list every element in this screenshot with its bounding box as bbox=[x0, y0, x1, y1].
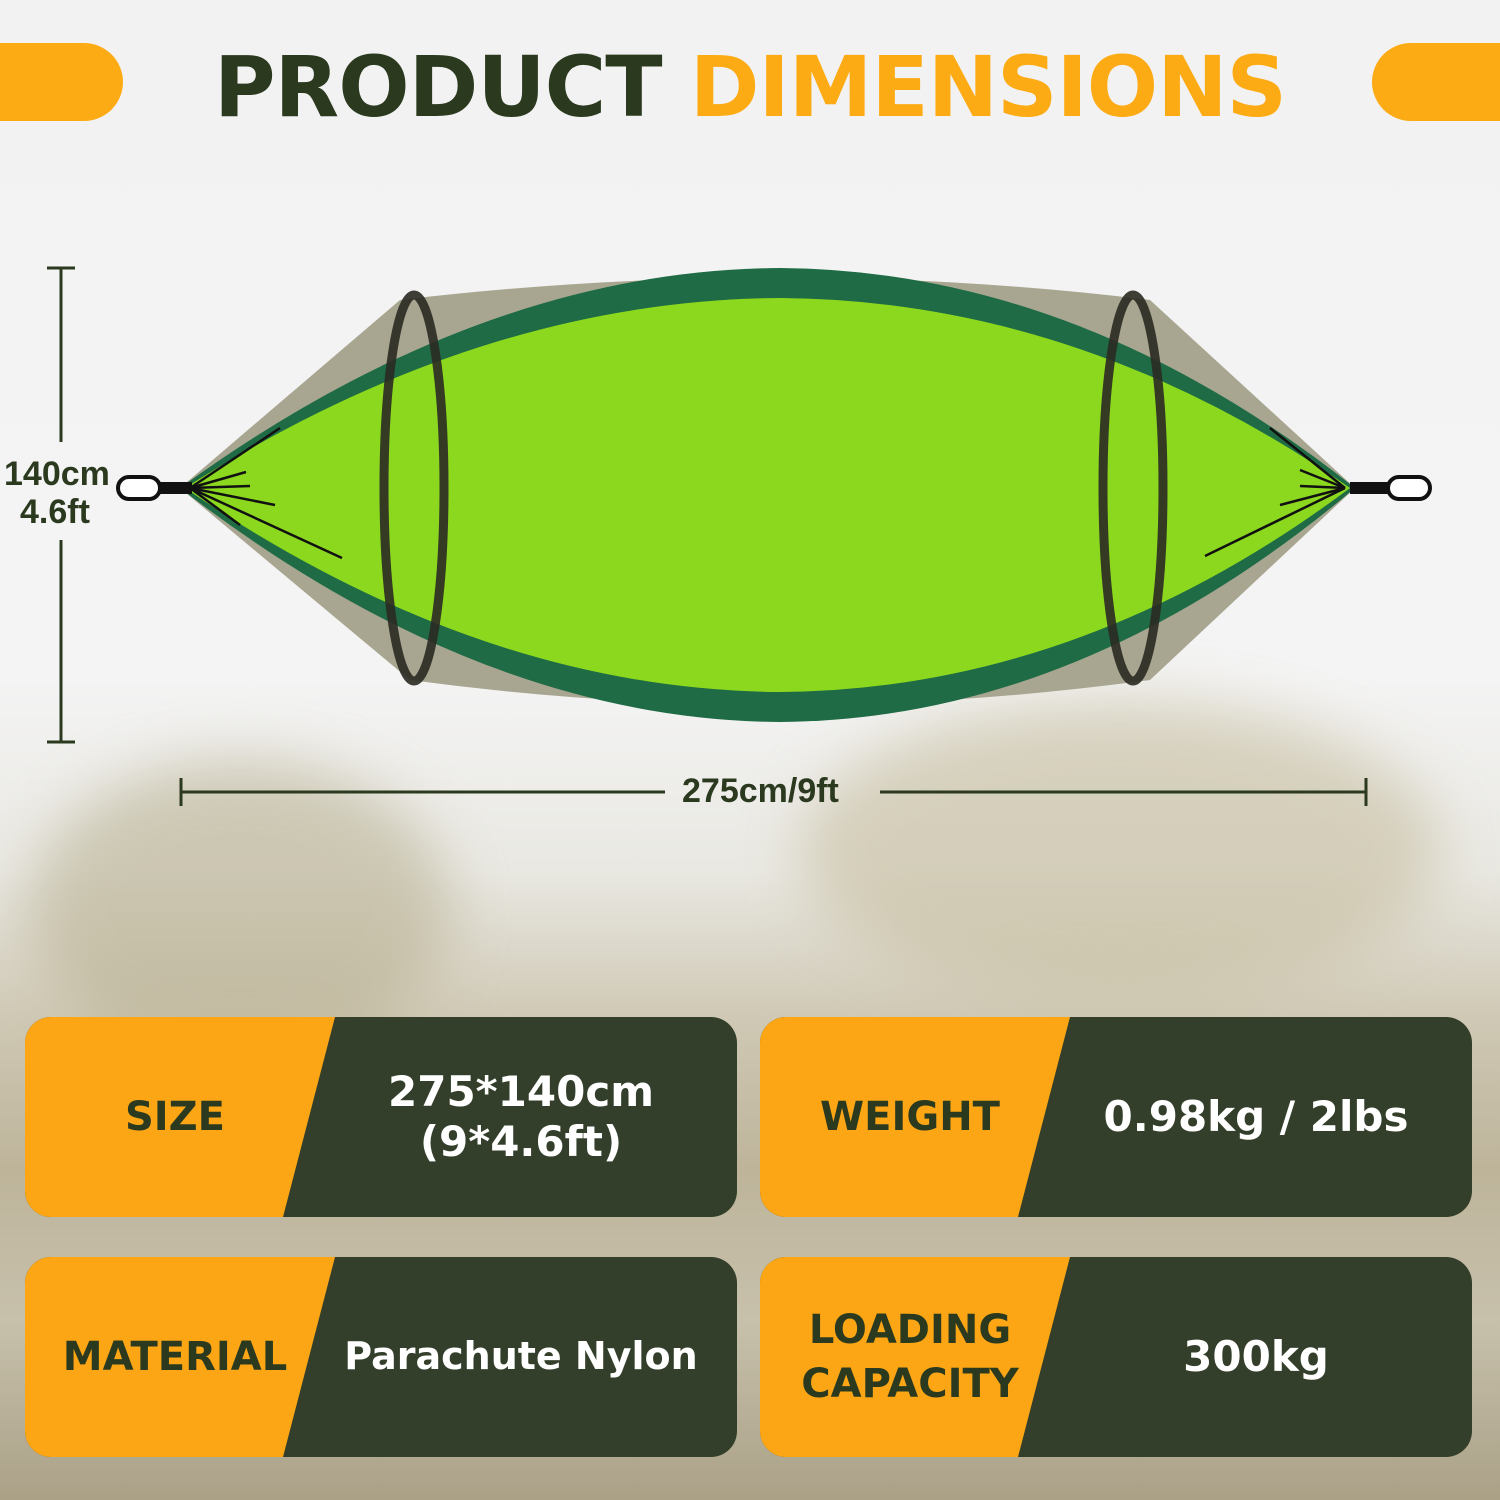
spreader-ring-right bbox=[1098, 290, 1168, 686]
decorative-pill-left bbox=[0, 43, 123, 121]
spec-label-bg bbox=[760, 1017, 1070, 1217]
decorative-pill-right bbox=[1372, 43, 1500, 121]
height-ft-label: 4.6ft bbox=[20, 493, 90, 531]
length-label: 275cm/9ft bbox=[682, 772, 839, 810]
spec-label: WEIGHT bbox=[820, 1094, 1000, 1140]
spec-label-bg bbox=[25, 1017, 335, 1217]
suspension-cords bbox=[189, 426, 1346, 560]
spec-card-size: SIZE 275*140cm (9*4.6ft) bbox=[25, 1017, 737, 1217]
spec-card-loading-capacity: LOADING CAPACITY 300kg bbox=[760, 1257, 1472, 1457]
title-part-2: DIMENSIONS bbox=[689, 38, 1287, 136]
spec-value: 0.98kg / 2lbs bbox=[1103, 1091, 1409, 1141]
spec-label-bg bbox=[760, 1257, 1070, 1457]
height-dimension-line bbox=[47, 266, 75, 744]
hammock-illustration bbox=[47, 266, 1432, 806]
spec-label: LOADING CAPACITY bbox=[801, 1307, 1019, 1407]
spec-label-bg bbox=[25, 1257, 335, 1457]
spreader-ring-left bbox=[379, 290, 449, 686]
title-part-1: PRODUCT bbox=[213, 38, 663, 136]
page-title: PRODUCT DIMENSIONS bbox=[0, 38, 1500, 136]
background-foliage bbox=[30, 760, 450, 1060]
length-dimension-line bbox=[179, 778, 1368, 806]
spec-value: 300kg bbox=[1183, 1331, 1329, 1381]
carabiner-icon bbox=[1350, 475, 1432, 501]
spec-card-weight: WEIGHT 0.98kg / 2lbs bbox=[760, 1017, 1472, 1217]
hammock-body bbox=[185, 298, 1350, 692]
height-cm-label: 140cm bbox=[4, 455, 110, 493]
spec-label: SIZE bbox=[124, 1094, 226, 1140]
carabiner-icon bbox=[116, 475, 192, 501]
spec-value: Parachute Nylon bbox=[344, 1334, 698, 1379]
spec-label: MATERIAL bbox=[62, 1334, 288, 1380]
spec-card-material: MATERIAL Parachute Nylon bbox=[25, 1257, 737, 1457]
background-foliage bbox=[800, 700, 1440, 1000]
spec-value: 275*140cm (9*4.6ft) bbox=[388, 1066, 654, 1166]
